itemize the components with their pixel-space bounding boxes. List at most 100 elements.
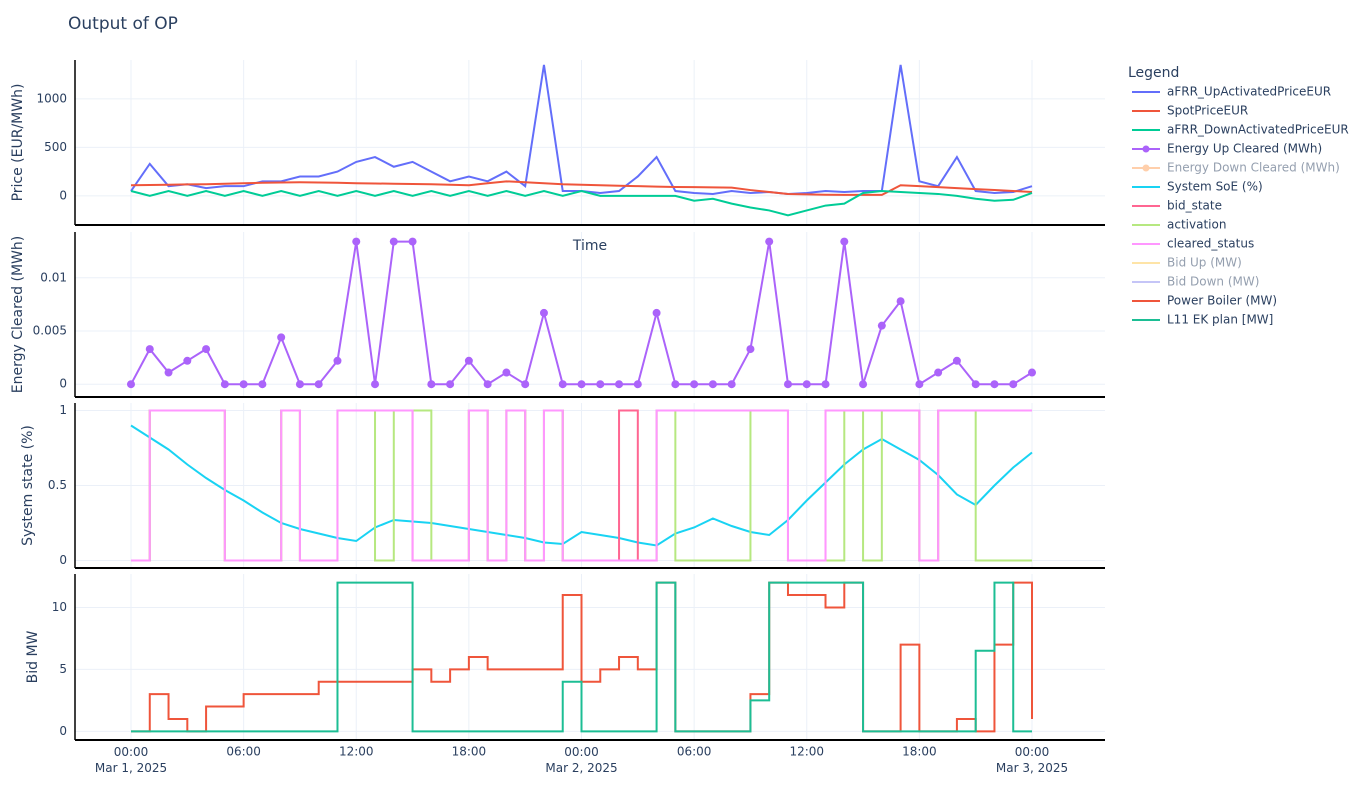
data-point: [765, 237, 774, 246]
data-point: [464, 356, 473, 365]
data-point: [615, 380, 624, 389]
chart-title: Output of OP: [68, 14, 178, 34]
data-point: [633, 380, 642, 389]
data-point: [145, 345, 154, 354]
data-point: [671, 380, 680, 389]
data-point: [539, 308, 548, 317]
y-tick-label: 10: [52, 600, 67, 614]
legend-label: cleared_status: [1167, 237, 1254, 251]
legend-item[interactable]: cleared_status: [1132, 237, 1254, 251]
legend-marker: [1142, 145, 1150, 153]
x-axis-title: Time: [572, 238, 607, 254]
y-tick-label: 0: [59, 724, 67, 738]
y-tick-label: 1: [59, 403, 67, 417]
data-point: [239, 380, 248, 389]
data-point: [277, 333, 286, 342]
data-point: [802, 380, 811, 389]
y-tick-label: 1000: [36, 91, 67, 105]
data-point: [220, 380, 229, 389]
data-point: [502, 368, 511, 377]
data-point: [783, 380, 792, 389]
data-point: [952, 356, 961, 365]
legend-title: Legend: [1128, 65, 1179, 81]
legend-label: Bid Down (MW): [1167, 275, 1259, 289]
x-tick-label: 12:00: [789, 745, 824, 759]
data-point: [971, 380, 980, 389]
legend-label: System SoE (%): [1167, 180, 1263, 194]
legend-item[interactable]: Energy Down Cleared (MWh): [1132, 161, 1340, 175]
legend-label: Energy Down Cleared (MWh): [1167, 161, 1340, 175]
legend-label: aFRR_UpActivatedPriceEUR: [1167, 85, 1331, 99]
y-axis-title: Price (EUR/MWh): [10, 84, 26, 202]
x-tick-label: 00:00 Mar 1, 2025: [95, 745, 167, 775]
y-tick-label: 0.005: [33, 324, 67, 338]
legend-label: Bid Up (MW): [1167, 256, 1242, 270]
y-axis-title: Energy Cleared (MWh): [10, 236, 26, 393]
legend-item[interactable]: SpotPriceEUR: [1132, 104, 1248, 118]
series-line: [131, 409, 1032, 562]
data-point: [896, 297, 905, 306]
data-point: [577, 380, 586, 389]
data-point: [333, 356, 342, 365]
data-point: [596, 380, 605, 389]
data-point: [483, 380, 492, 389]
legend-item[interactable]: activation: [1132, 218, 1226, 232]
data-point: [164, 368, 173, 377]
data-point: [352, 237, 361, 246]
legend-label: bid_state: [1167, 199, 1222, 213]
subplot: 0 5 10 Bid MW: [25, 574, 1105, 741]
legend-item[interactable]: Energy Up Cleared (MWh): [1132, 142, 1322, 156]
x-tick-label: 18:00: [452, 745, 487, 759]
data-point: [446, 380, 455, 389]
x-tick-label: 12:00: [339, 745, 374, 759]
legend-label: Energy Up Cleared (MWh): [1167, 142, 1322, 156]
legend-label: L11 EK plan [MW]: [1167, 313, 1273, 327]
data-point: [408, 237, 417, 246]
data-point: [859, 380, 868, 389]
data-point: [746, 345, 755, 354]
legend-item[interactable]: L11 EK plan [MW]: [1132, 313, 1273, 327]
data-point: [427, 380, 436, 389]
legend-label: activation: [1167, 218, 1226, 232]
data-point: [371, 380, 380, 389]
series-line: [130, 189, 1033, 217]
legend-item[interactable]: Power Boiler (MW): [1132, 294, 1277, 308]
series-line: [131, 581, 1033, 733]
subplot: 0 500 1000 Price (EUR/MWh): [10, 60, 1105, 226]
data-point: [821, 380, 830, 389]
data-point: [558, 380, 567, 389]
data-point: [934, 368, 943, 377]
data-point: [840, 237, 849, 246]
legend-label: Power Boiler (MW): [1167, 294, 1277, 308]
data-point: [183, 356, 192, 365]
y-tick-label: 500: [44, 140, 67, 154]
x-tick-label: 06:00: [226, 745, 261, 759]
data-point: [1028, 368, 1036, 377]
x-tick-label: 00:00 Mar 3, 2025: [996, 745, 1068, 775]
y-tick-label: 5: [59, 662, 67, 676]
legend-item[interactable]: aFRR_UpActivatedPriceEUR: [1132, 85, 1331, 99]
x-tick-label: 06:00: [677, 745, 712, 759]
data-point: [727, 380, 736, 389]
series-line: [130, 180, 1033, 196]
data-point: [202, 345, 211, 354]
series-line: [131, 581, 1032, 733]
data-point: [389, 237, 398, 246]
legend-item[interactable]: Bid Up (MW): [1132, 256, 1242, 270]
data-point: [690, 380, 699, 389]
legend-label: aFRR_DownActivatedPriceEUR: [1167, 123, 1349, 137]
legend-item[interactable]: aFRR_DownActivatedPriceEUR: [1132, 123, 1349, 137]
y-tick-label: 0.5: [48, 478, 67, 492]
data-point: [127, 380, 135, 389]
legend-item[interactable]: System SoE (%): [1132, 180, 1263, 194]
y-tick-label: 0: [59, 553, 67, 567]
y-axis-title: System state (%): [20, 425, 36, 546]
legend-item[interactable]: bid_state: [1132, 199, 1222, 213]
legend-label: SpotPriceEUR: [1167, 104, 1248, 118]
data-point: [652, 308, 661, 317]
data-point: [258, 380, 267, 389]
data-point: [295, 380, 304, 389]
y-tick-label: 0: [59, 188, 67, 202]
legend-item[interactable]: Bid Down (MW): [1132, 275, 1259, 289]
data-point: [915, 380, 924, 389]
